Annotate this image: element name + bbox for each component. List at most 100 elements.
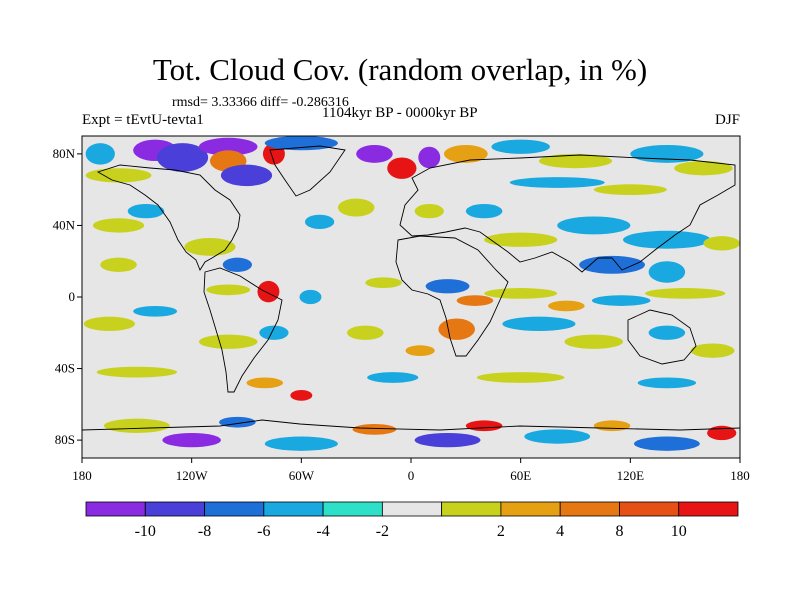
coast-south-america bbox=[203, 267, 283, 393]
coast-greenland bbox=[269, 145, 346, 197]
anomaly-patch bbox=[133, 305, 178, 317]
anomaly-patch bbox=[299, 289, 322, 305]
colorbar-swatch bbox=[559, 501, 620, 517]
anomaly-patch bbox=[538, 153, 613, 169]
lon-tick-label: 180 bbox=[72, 468, 92, 483]
anomaly-patch bbox=[674, 161, 733, 176]
anomaly-patch bbox=[491, 139, 550, 154]
colorbar-swatch bbox=[441, 501, 502, 517]
colorbar-swatch bbox=[263, 501, 324, 517]
lon-tick-label: 0 bbox=[408, 468, 415, 483]
coast-antarctica bbox=[82, 419, 740, 431]
season-label: DJF bbox=[714, 112, 740, 128]
colorbar-label: -8 bbox=[198, 523, 211, 540]
anomaly-patch bbox=[304, 214, 335, 230]
anomaly-patch bbox=[85, 168, 152, 183]
anomaly-patch bbox=[246, 377, 284, 389]
anomaly-patch bbox=[414, 203, 444, 219]
anomaly-patch bbox=[418, 146, 441, 169]
anomaly-patch bbox=[156, 143, 209, 172]
colorbar-swatch bbox=[322, 501, 383, 517]
anomaly-patch bbox=[337, 198, 375, 217]
coastlines bbox=[82, 145, 740, 431]
anomaly-patch bbox=[184, 237, 236, 256]
anomaly-patch bbox=[264, 436, 338, 451]
anomaly-patch bbox=[405, 345, 435, 357]
anomaly-patch bbox=[365, 277, 402, 289]
anomaly-patch bbox=[127, 203, 165, 219]
anomaly-patch bbox=[100, 257, 137, 272]
anomaly-patch bbox=[637, 377, 697, 389]
anomaly-patch bbox=[162, 432, 221, 448]
anomaly-patch bbox=[443, 144, 488, 163]
longitude-axis: 180 120W 60W 0 60E 120E 180 bbox=[72, 458, 750, 483]
anomaly-patch bbox=[633, 436, 700, 451]
anomaly-patch bbox=[484, 232, 558, 247]
period-label: 1104kyr BP - 0000kyr BP bbox=[322, 105, 478, 121]
anomaly-patch bbox=[264, 136, 338, 151]
anomaly-patch bbox=[557, 216, 631, 235]
anomaly-patch bbox=[564, 334, 624, 349]
latitude-axis: 80N 40N 0 40S 80S bbox=[53, 146, 82, 447]
anomaly-patch bbox=[367, 372, 419, 383]
coast-africa bbox=[395, 235, 509, 357]
colorbar-label: -4 bbox=[316, 523, 329, 540]
anomaly-patch bbox=[591, 295, 651, 306]
anomaly-patch bbox=[290, 390, 313, 401]
coast-north-america bbox=[96, 164, 241, 271]
anomaly-patch bbox=[387, 157, 417, 179]
anomaly-patch bbox=[644, 288, 726, 299]
colorbar-label: 2 bbox=[497, 523, 505, 540]
lat-tick-label: 80N bbox=[53, 146, 76, 161]
lon-tick-label: 60W bbox=[289, 468, 315, 483]
coast-australia bbox=[627, 309, 697, 365]
experiment-label: Expt = tEvtU-tevta1 bbox=[82, 112, 204, 128]
chart-title: Tot. Cloud Cov. (random overlap, in %) bbox=[152, 52, 648, 87]
anomaly-patch bbox=[85, 143, 115, 165]
anomaly-patch bbox=[414, 432, 481, 448]
anomaly-patch bbox=[83, 316, 136, 331]
colorbar-label: -2 bbox=[376, 523, 389, 540]
colorbar-swatch bbox=[144, 501, 205, 517]
anomaly-patch bbox=[465, 203, 503, 219]
colorbar-swatch bbox=[619, 501, 680, 517]
anomaly-patch bbox=[259, 325, 289, 340]
anomaly-patch bbox=[648, 325, 686, 340]
anomaly-patch bbox=[347, 325, 384, 340]
colorbar-swatch bbox=[678, 501, 739, 517]
lat-tick-label: 0 bbox=[69, 289, 76, 304]
lon-tick-label: 120E bbox=[617, 468, 645, 483]
lon-tick-label: 60E bbox=[510, 468, 531, 483]
anomaly-patch bbox=[222, 257, 252, 272]
anomaly-patch bbox=[92, 218, 145, 233]
anomaly-patch bbox=[524, 429, 591, 444]
anomaly-patch bbox=[707, 425, 737, 441]
coast-eurasia bbox=[399, 154, 736, 273]
anomaly-patch bbox=[425, 279, 470, 294]
anomaly-patch bbox=[438, 318, 475, 340]
stats-label: rmsd= 3.33366 diff= -0.286316 bbox=[172, 95, 349, 110]
anomaly-patch bbox=[502, 316, 576, 331]
anomaly-patch bbox=[257, 280, 280, 303]
colorbar-swatch bbox=[204, 501, 265, 517]
colorbar-label: -6 bbox=[257, 523, 270, 540]
anomaly-patch bbox=[593, 184, 667, 196]
colorbar: -10 -8 -6 -4 -2 2 4 8 10 bbox=[85, 501, 739, 540]
colorbar-label: -10 bbox=[135, 523, 156, 540]
lat-tick-label: 40S bbox=[55, 361, 75, 376]
anomaly-patch bbox=[198, 137, 258, 156]
anomaly-patch bbox=[623, 230, 711, 249]
anomaly-patch bbox=[509, 177, 605, 188]
anomaly-patch bbox=[220, 164, 273, 187]
colorbar-label: 8 bbox=[615, 523, 623, 540]
colorbar-swatch bbox=[381, 501, 443, 517]
anomaly-patch bbox=[352, 424, 397, 435]
cloud-cover-field bbox=[83, 136, 740, 451]
colorbar-swatch bbox=[85, 501, 146, 517]
anomaly-patch bbox=[548, 300, 585, 312]
anomaly-patch bbox=[465, 420, 503, 432]
anomaly-patch bbox=[219, 416, 256, 428]
anomaly-patch bbox=[96, 366, 178, 378]
anomaly-patch bbox=[690, 343, 735, 358]
